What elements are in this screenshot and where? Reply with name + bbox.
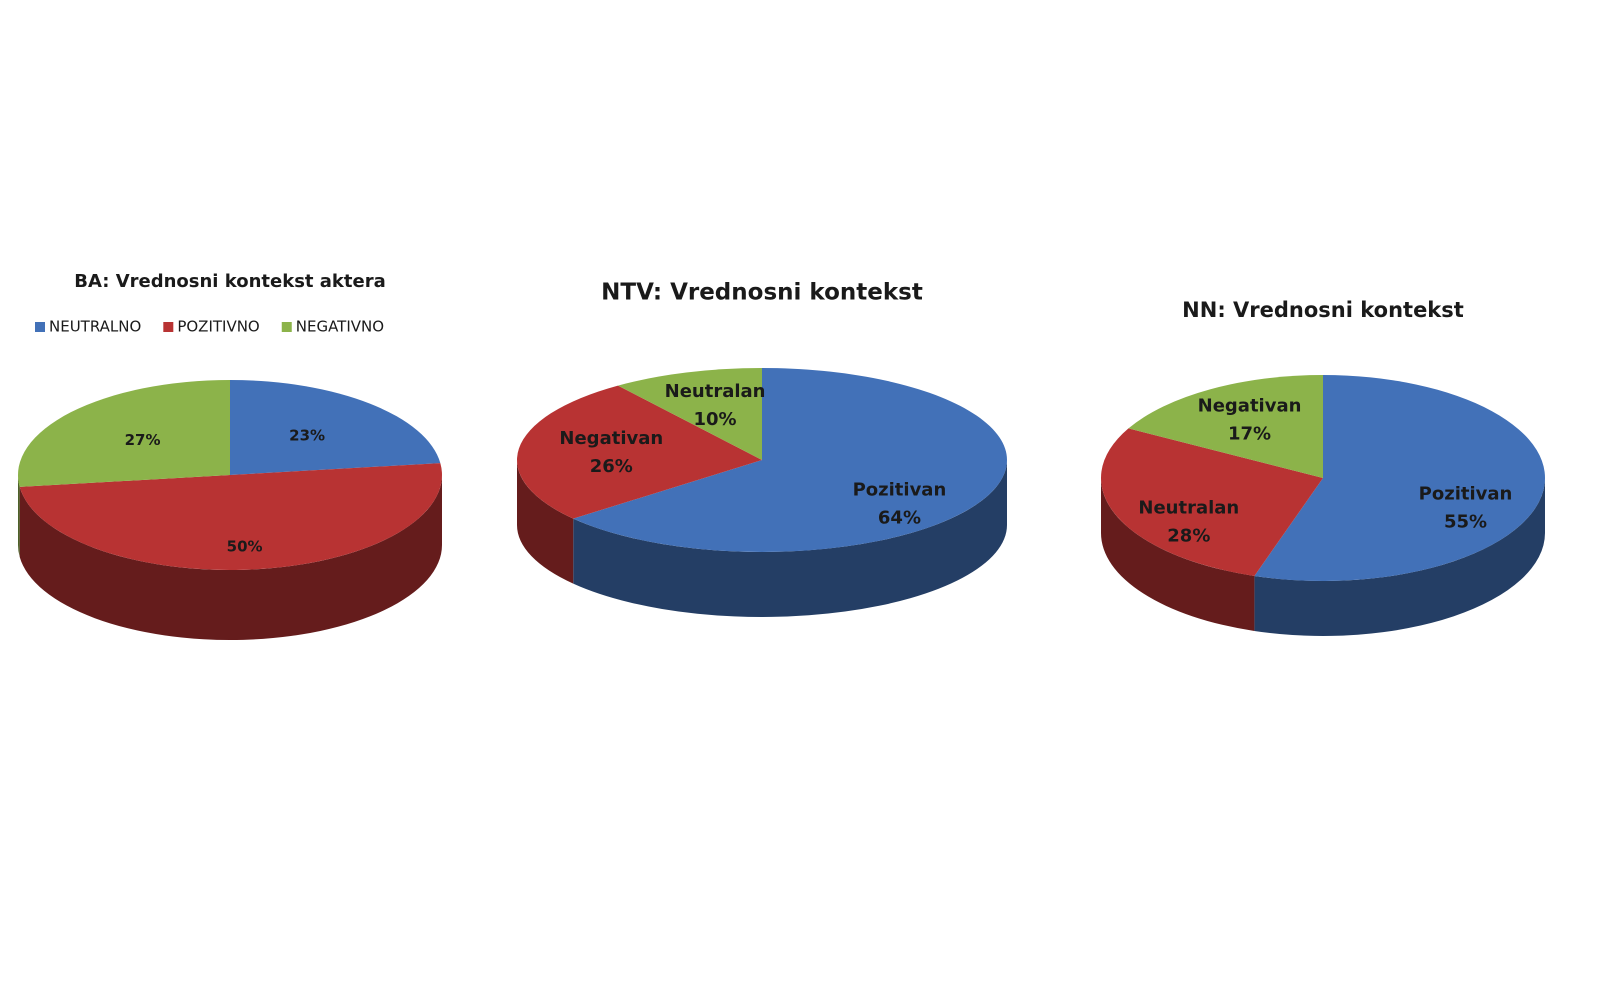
slice-category: Neutralan: [665, 381, 766, 402]
legend-label: NEUTRALNO: [49, 318, 141, 336]
pie-chart: NTV: Vrednosni kontekst Pozitivan 64% Negat…: [517, 280, 1008, 617]
legend-label: POZITIVNO: [177, 318, 259, 336]
pie-slice-side: [573, 460, 1007, 617]
legend-label: NEGATIVNO: [296, 318, 384, 336]
data-label: 64%: [878, 507, 921, 528]
pie-slice: [573, 368, 1008, 552]
pie-slice: [517, 385, 762, 519]
legend-swatch: [35, 322, 45, 332]
data-label: 28%: [1167, 526, 1210, 547]
slice-category: Negativan: [559, 428, 663, 449]
data-label: 26%: [590, 456, 633, 477]
chart-title: NTV: Vrednosni kontekst: [601, 280, 923, 306]
data-label: 10%: [694, 409, 737, 430]
pie-slice: [1254, 375, 1546, 582]
pie-slice-side: [18, 475, 20, 557]
legend-swatch: [281, 322, 292, 332]
pie-slice: [19, 463, 442, 570]
pie-slice: [617, 368, 762, 460]
data-label: 50%: [227, 537, 263, 555]
pie-slice: [230, 380, 441, 475]
legend-swatch: [163, 322, 174, 332]
slice-category: Pozitivan: [853, 479, 947, 500]
slice-category: Pozitivan: [1419, 483, 1513, 504]
pie-chart: BA: Vrednosni kontekst aktera 23% 50% 27% NE…: [17, 271, 442, 641]
pie-slice-side: [19, 475, 442, 641]
pie-slice: [1101, 428, 1323, 576]
pie-slice-side: [517, 460, 574, 584]
slice-category: Negativan: [1198, 395, 1302, 416]
data-label: 17%: [1228, 423, 1271, 444]
pie-slice: [1128, 375, 1323, 478]
data-label: 23%: [289, 426, 325, 444]
pie-slice: [17, 380, 230, 487]
chart-title: BA: Vrednosni kontekst aktera: [74, 271, 385, 292]
pie-slice-side: [1101, 478, 1255, 631]
data-label: 55%: [1444, 511, 1487, 532]
chart-title: NN: Vrednosni kontekst: [1182, 298, 1464, 322]
pie-chart: NN: Vrednosni kontekst Pozitivan 55% Neutra…: [1101, 298, 1546, 636]
data-label: 27%: [125, 431, 161, 449]
slice-category: Neutralan: [1138, 498, 1239, 519]
pie-slice-side: [1254, 478, 1545, 636]
